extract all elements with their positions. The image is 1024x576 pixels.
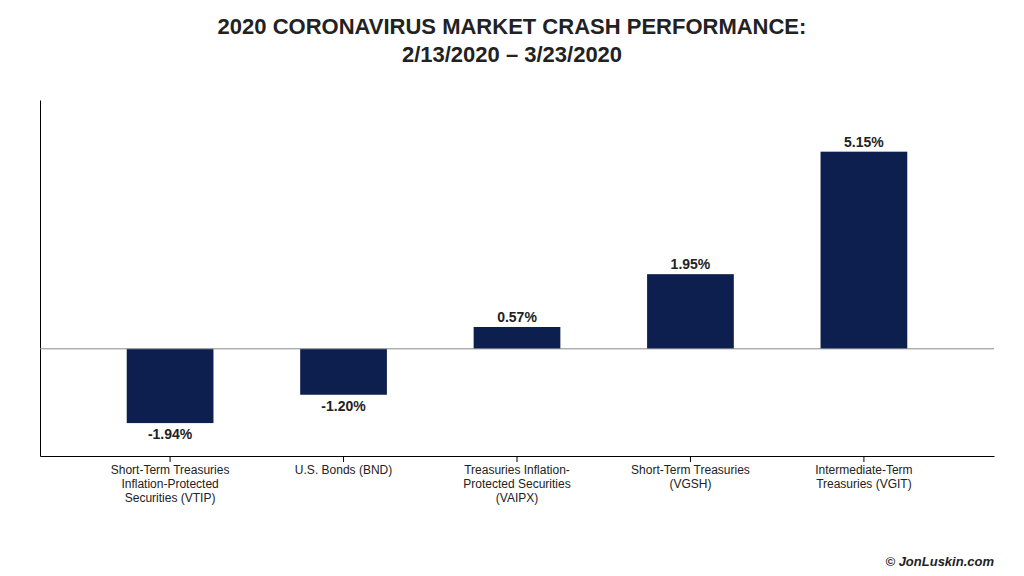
data-label: -1.20% <box>321 398 366 414</box>
x-tick-mark <box>343 456 344 462</box>
bar <box>300 349 387 395</box>
bar <box>474 327 561 349</box>
x-tick-label-line: Treasuries Inflation- <box>464 463 570 477</box>
x-tick: Short-Term Treasuries(VGSH) <box>631 456 750 491</box>
zero-line <box>40 348 994 349</box>
bar <box>821 152 908 349</box>
x-tick-label: Intermediate-TermTreasuries (VGIT) <box>815 463 912 491</box>
x-tick: Short-Term TreasuriesInflation-Protected… <box>111 456 230 505</box>
x-tick-label-line: Intermediate-Term <box>815 463 912 477</box>
chart: 2020 CORONAVIRUS MARKET CRASH PERFORMANC… <box>0 0 1024 576</box>
bars <box>127 152 908 423</box>
subtitle: 2/13/2020 – 3/23/2020 <box>402 42 622 67</box>
data-label: -1.94% <box>148 426 193 442</box>
x-tick-mark <box>863 456 864 462</box>
y-axis <box>40 101 41 457</box>
x-tick-label: U.S. Bonds (BND) <box>295 463 392 477</box>
bar <box>647 274 734 349</box>
x-tick-label-line: Inflation-Protected <box>121 477 218 491</box>
x-tick-label-line: Short-Term Treasuries <box>111 463 230 477</box>
x-tick-label: Treasuries Inflation-Protected Securitie… <box>463 463 570 506</box>
data-label: 5.15% <box>844 134 884 150</box>
y-axis-line <box>40 101 41 457</box>
x-tick-label-line: Securities (VTIP) <box>125 491 216 505</box>
data-labels: -1.94% -1.20% 0.57% 1.95% 5.15% <box>148 134 884 443</box>
x-tick-label: Short-Term Treasuries(VGSH) <box>631 463 750 491</box>
x-tick-label-line: (VGSH) <box>669 477 711 491</box>
title: 2020 CORONAVIRUS MARKET CRASH PERFORMANC… <box>218 14 807 39</box>
x-tick: Intermediate-TermTreasuries (VGIT) <box>815 456 912 491</box>
x-axis: Short-Term TreasuriesInflation-Protected… <box>41 456 995 505</box>
bar <box>127 349 214 423</box>
x-tick: Treasuries Inflation-Protected Securitie… <box>463 456 570 505</box>
x-tick-label-line: Short-Term Treasuries <box>631 463 750 477</box>
x-tick-label: Short-Term TreasuriesInflation-Protected… <box>111 463 230 506</box>
data-label: 0.57% <box>497 309 537 325</box>
plot: Short-Term TreasuriesInflation-Protected… <box>40 101 995 506</box>
x-tick-label-line: (VAIPX) <box>496 491 538 505</box>
x-tick-label-line: Treasuries (VGIT) <box>816 477 912 491</box>
x-tick-label-line: U.S. Bonds (BND) <box>295 463 392 477</box>
annotation: © JonLuskin.com <box>885 554 994 569</box>
x-tick-mark <box>690 456 691 462</box>
data-label: 1.95% <box>671 256 711 272</box>
x-tick-mark <box>517 456 518 462</box>
x-tick-label-line: Protected Securities <box>463 477 570 491</box>
x-tick-mark <box>170 456 171 462</box>
x-tick: U.S. Bonds (BND) <box>295 456 392 477</box>
